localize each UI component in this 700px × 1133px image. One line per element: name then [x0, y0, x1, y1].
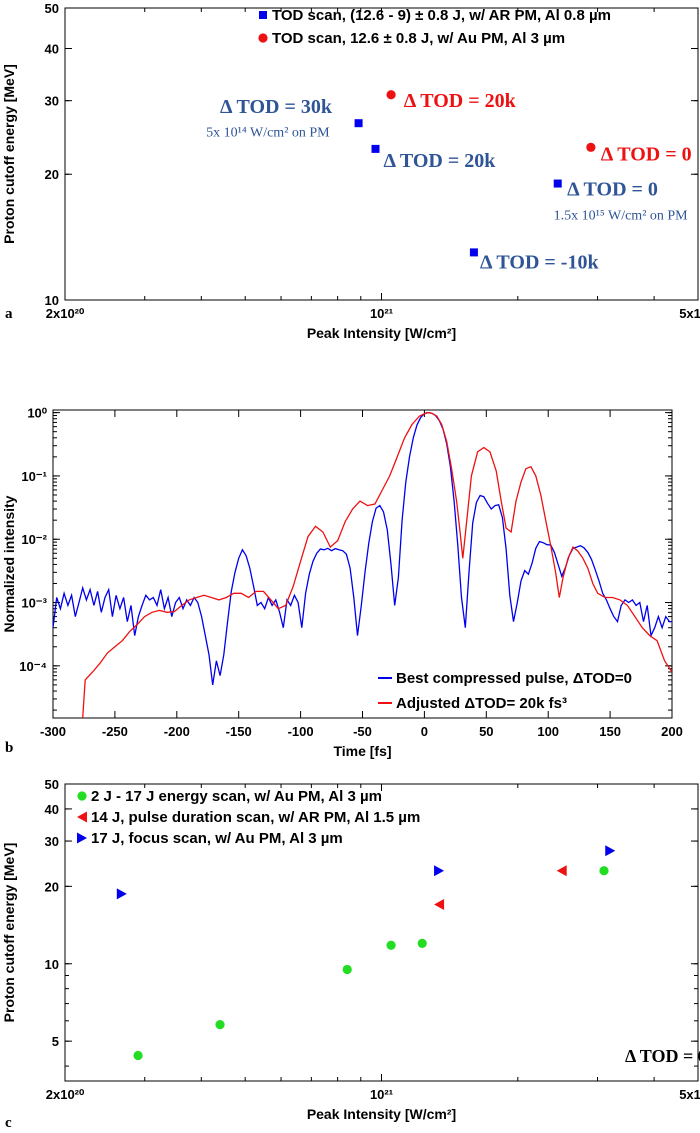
x-axis-label: Time [fs]	[333, 743, 391, 759]
data-point-series-2	[556, 865, 567, 877]
legend-label-3: 17 J, focus scan, w/ Au PM, Al 3 µm	[91, 830, 343, 847]
x-tick-label: 2x10²⁰	[46, 1087, 85, 1102]
x-tick-label: -200	[164, 724, 190, 739]
data-point-series-1	[371, 144, 380, 153]
panel-b-chart: -300 -250 -200 -150 -100 -50 0 50 100 150 200 10⁰ 10…	[1, 406, 683, 759]
annotation-label: 1.5x 10¹⁵ W/cm² on PM	[554, 208, 689, 223]
y-tick-label: 10⁰	[27, 406, 47, 421]
panel-a-chart: 2x10²⁰ 10²¹ 5x10²¹ 10 20 30 40 50 Peak Intensity…	[1, 1, 700, 341]
annotation-label: Δ TOD = -10k	[480, 251, 599, 273]
y-tick-label: 10⁻⁴	[19, 659, 47, 674]
x-tick-label: -50	[353, 724, 372, 739]
data-point-series-1	[417, 938, 427, 948]
x-tick-label: 50	[479, 724, 493, 739]
x-tick-label: -150	[226, 724, 252, 739]
x-tick-label: -250	[102, 724, 128, 739]
panel-label-b: b	[5, 740, 13, 756]
annotation-label: Δ TOD = 0	[601, 143, 692, 165]
y-tick-label: 10⁻²	[21, 532, 47, 547]
series-line-1	[53, 411, 672, 685]
y-tick-label: 10	[45, 293, 59, 308]
panel-label-a: a	[5, 306, 13, 322]
data-point-series-2	[386, 90, 396, 100]
annotation-label: Δ TOD = 20k	[383, 150, 496, 172]
annotation-label: Δ TOD = 0	[567, 178, 658, 200]
y-axis-label: Proton cutoff energy [MeV]	[1, 64, 17, 244]
y-tick-label: 10⁻¹	[21, 469, 47, 484]
data-point-series-1	[553, 179, 562, 188]
data-point-series-1	[133, 1050, 143, 1061]
x-tick-label: 200	[661, 724, 683, 739]
data-point-series-1	[599, 866, 609, 876]
data-point-series-2	[434, 898, 445, 910]
legend-label-1: TOD scan, (12.6 - 9) ± 0.8 J, w/ AR PM, …	[272, 7, 611, 24]
legend-marker-3	[77, 832, 87, 844]
data-point-series-1	[354, 119, 363, 128]
panel-label-c: c	[5, 1115, 12, 1131]
y-tick-label: 50	[45, 1, 59, 16]
data-point-series-1	[469, 248, 478, 257]
x-axis-label: Peak Intensity [W/cm²]	[307, 325, 456, 341]
y-tick-label: 5	[52, 1034, 59, 1049]
legend-label-2: 14 J, pulse duration scan, w/ AR PM, Al …	[91, 809, 420, 826]
data-point-series-1	[342, 964, 352, 975]
x-tick-label: -100	[288, 724, 314, 739]
x-tick-label: 5x10²¹	[679, 1087, 700, 1102]
annotation-label: Δ TOD = 0	[625, 1046, 700, 1066]
legend-marker-2	[258, 33, 268, 43]
y-tick-label: 50	[45, 777, 59, 792]
y-tick-label: 20	[45, 879, 59, 894]
legend-marker-1	[77, 791, 87, 801]
y-tick-label: 40	[45, 41, 59, 56]
y-tick-label: 30	[45, 834, 59, 849]
legend-label-2: Adjusted ΔTOD= 20k fs³	[396, 695, 567, 712]
y-tick-label: 20	[45, 167, 59, 182]
y-tick-label: 40	[45, 802, 59, 817]
legend-marker-2	[77, 811, 87, 823]
x-tick-label: 150	[599, 724, 621, 739]
data-point-series-1	[215, 1019, 225, 1030]
annotation-label: Δ TOD = 30k	[220, 96, 333, 118]
panel-c-chart: 2x10²⁰ 10²¹ 5x10²¹ 5 10 20 30 40 50 Peak Intensit…	[1, 777, 700, 1122]
annotation-label: Δ TOD = 20k	[404, 90, 517, 112]
data-point-series-3	[116, 888, 127, 900]
y-axis-label: Proton cutoff energy [MeV]	[1, 843, 17, 1023]
plot-frame	[64, 783, 699, 1082]
data-point-series-3	[605, 845, 616, 857]
y-tick-label: 10	[45, 957, 59, 972]
x-tick-label: 100	[537, 724, 559, 739]
y-tick-label: 10⁻³	[21, 596, 47, 611]
y-tick-label: 30	[45, 94, 59, 109]
data-point-series-2	[586, 142, 596, 152]
x-tick-label: 2x10²⁰	[46, 306, 85, 321]
legend-label-1: 2 J - 17 J energy scan, w/ Au PM, Al 3 µ…	[91, 788, 382, 805]
x-axis-label: Peak Intensity [W/cm²]	[307, 1106, 456, 1122]
x-tick-label: 0	[421, 724, 428, 739]
data-point-series-1	[386, 940, 396, 950]
series-line-2	[82, 411, 672, 718]
x-tick-label: 10²¹	[370, 1087, 393, 1102]
x-tick-label: 10²¹	[370, 306, 393, 321]
x-tick-label: 5x10²¹	[679, 306, 700, 321]
x-tick-label: -300	[40, 724, 66, 739]
legend-label-2: TOD scan, 12.6 ± 0.8 J, w/ Au PM, Al 3 µ…	[272, 30, 565, 47]
annotation-label: 5x 10¹⁴ W/cm² on PM	[206, 126, 330, 141]
legend-label-1: Best compressed pulse, ΔTOD=0	[396, 670, 632, 687]
data-point-series-3	[434, 865, 445, 877]
legend-marker-1	[259, 11, 267, 19]
y-axis-label: Normalized intensity	[1, 495, 17, 632]
